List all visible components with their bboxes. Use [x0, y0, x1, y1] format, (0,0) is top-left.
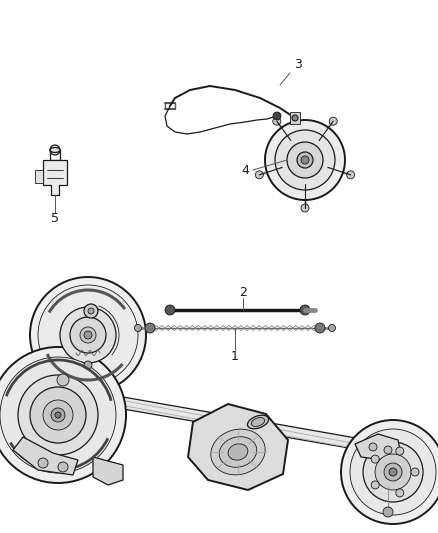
Circle shape [38, 458, 48, 468]
Polygon shape [93, 457, 123, 485]
Circle shape [84, 331, 92, 339]
Circle shape [60, 307, 116, 363]
Circle shape [165, 305, 175, 315]
Polygon shape [13, 437, 78, 475]
Polygon shape [290, 112, 300, 124]
Ellipse shape [247, 415, 268, 429]
Circle shape [80, 327, 96, 343]
Circle shape [287, 142, 323, 178]
Ellipse shape [50, 148, 60, 152]
Circle shape [371, 481, 379, 489]
Circle shape [70, 317, 106, 353]
Circle shape [58, 462, 68, 472]
Circle shape [38, 285, 138, 385]
Circle shape [350, 429, 436, 515]
Circle shape [84, 361, 92, 369]
Circle shape [363, 442, 423, 502]
Circle shape [50, 145, 60, 155]
Circle shape [384, 463, 402, 481]
Circle shape [255, 171, 263, 179]
Circle shape [88, 308, 94, 314]
Circle shape [0, 357, 116, 473]
Circle shape [300, 305, 310, 315]
Circle shape [55, 412, 61, 418]
Text: 4: 4 [241, 164, 249, 176]
Circle shape [134, 325, 141, 332]
Circle shape [297, 152, 313, 168]
Circle shape [371, 455, 379, 463]
Circle shape [301, 204, 309, 212]
Circle shape [328, 325, 336, 332]
Circle shape [145, 323, 155, 333]
Polygon shape [43, 160, 67, 195]
Circle shape [384, 446, 392, 454]
Polygon shape [38, 382, 395, 456]
Circle shape [383, 507, 393, 517]
Circle shape [292, 115, 298, 121]
Circle shape [375, 454, 411, 490]
Text: 5: 5 [51, 213, 59, 225]
Circle shape [301, 156, 309, 164]
Circle shape [396, 489, 404, 497]
Ellipse shape [251, 417, 265, 426]
Circle shape [389, 468, 397, 476]
Circle shape [273, 112, 281, 120]
Circle shape [30, 387, 86, 443]
Ellipse shape [219, 437, 257, 467]
Circle shape [18, 375, 98, 455]
Text: 3: 3 [294, 59, 302, 71]
Circle shape [396, 447, 404, 455]
Circle shape [0, 347, 126, 483]
Polygon shape [35, 170, 43, 183]
Circle shape [30, 277, 146, 393]
Circle shape [43, 400, 73, 430]
Circle shape [84, 304, 98, 318]
Circle shape [369, 443, 377, 451]
Ellipse shape [228, 444, 248, 460]
Circle shape [411, 468, 419, 476]
Circle shape [315, 323, 325, 333]
Circle shape [329, 117, 337, 125]
Ellipse shape [211, 429, 265, 475]
Circle shape [265, 120, 345, 200]
Circle shape [273, 117, 281, 125]
Text: 2: 2 [239, 286, 247, 298]
Circle shape [341, 420, 438, 524]
Text: 1: 1 [231, 350, 239, 362]
Circle shape [346, 171, 355, 179]
Polygon shape [188, 404, 288, 490]
Circle shape [51, 408, 65, 422]
Circle shape [57, 374, 69, 386]
Polygon shape [355, 434, 401, 460]
Circle shape [275, 130, 335, 190]
